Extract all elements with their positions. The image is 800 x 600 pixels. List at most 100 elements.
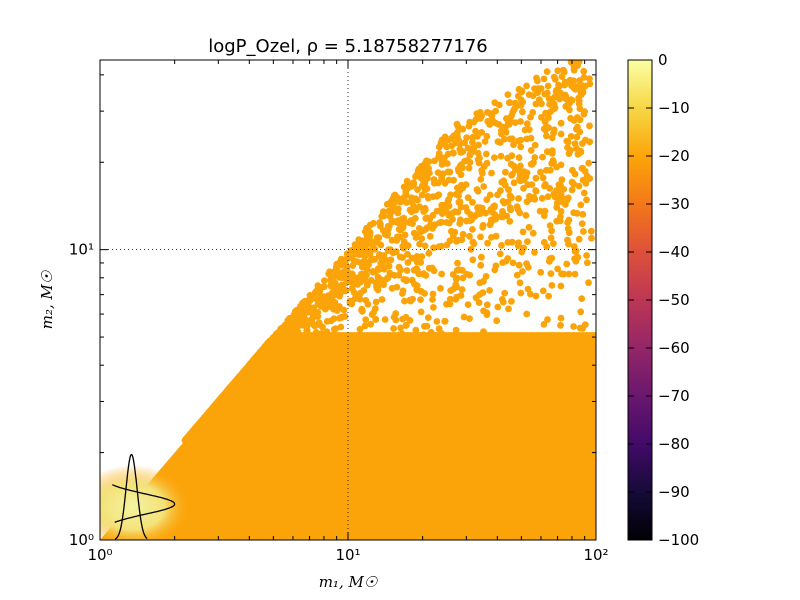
scatter-point	[487, 110, 494, 117]
scatter-point	[532, 100, 540, 108]
scatter-point	[570, 323, 577, 330]
scatter-point	[356, 325, 364, 333]
scatter-point	[412, 326, 420, 334]
x-tick-label: 10²	[583, 546, 608, 564]
scatter-point	[523, 82, 530, 90]
scatter-point	[483, 132, 491, 140]
scatter-point	[543, 68, 551, 75]
scatter-point	[549, 106, 557, 113]
scatter-point	[506, 204, 514, 212]
scatter-point	[542, 181, 549, 188]
scatter-point	[579, 210, 587, 218]
scatter-point	[419, 227, 427, 234]
scatter-point	[361, 252, 369, 260]
scatter-point	[464, 194, 472, 202]
scatter-point	[504, 255, 512, 262]
scatter-point	[479, 289, 487, 296]
scatter-point	[534, 86, 542, 94]
scatter-point	[519, 108, 526, 116]
scatter-point	[500, 135, 508, 143]
scatter-point	[360, 287, 368, 294]
scatter-point	[402, 321, 410, 329]
scatter-point	[401, 193, 409, 201]
scatter-point	[354, 280, 362, 288]
scatter-point	[505, 305, 512, 313]
scatter-point	[447, 287, 455, 294]
scatter-point	[418, 253, 426, 260]
scatter-point	[553, 187, 560, 194]
scatter-point	[519, 268, 526, 275]
scatter-point	[504, 91, 512, 98]
scatter-point	[452, 275, 460, 283]
scatter-point	[390, 325, 397, 332]
scatter-point	[555, 82, 563, 90]
scatter-point	[455, 198, 463, 206]
scatter-point	[472, 294, 480, 302]
scatter-point	[373, 234, 381, 242]
scatter-point	[568, 178, 576, 186]
scatter-point	[543, 166, 550, 174]
scatter-point	[555, 181, 563, 189]
scatter-point	[477, 261, 485, 269]
scatter-point	[499, 123, 507, 131]
scatter-point	[404, 259, 412, 266]
scatter-point	[478, 129, 486, 136]
colorbar-tick-label: −50	[658, 291, 690, 309]
scatter-point	[428, 264, 436, 272]
scatter-point	[573, 133, 581, 141]
scatter-point	[477, 114, 484, 122]
scatter-point	[257, 348, 265, 356]
scatter-point	[438, 171, 446, 178]
scatter-point	[231, 378, 239, 386]
scatter-point	[362, 316, 370, 323]
scatter-point	[458, 181, 465, 189]
scatter-point	[509, 259, 517, 267]
scatter-point	[478, 253, 485, 261]
scatter-point	[577, 201, 585, 209]
scatter-point	[531, 248, 538, 256]
scatter-point	[484, 239, 491, 247]
scatter-point	[543, 123, 550, 131]
scatter-point	[358, 263, 366, 271]
scatter-point	[336, 292, 343, 300]
scatter-point	[548, 134, 556, 142]
scatter-point	[359, 258, 367, 266]
scatter-point	[536, 207, 544, 215]
scatter-point	[586, 175, 594, 182]
scatter-point	[466, 158, 474, 166]
scatter-point	[213, 399, 221, 407]
scatter-point	[377, 241, 385, 249]
scatter-point	[570, 243, 578, 250]
scatter-point	[515, 239, 522, 247]
scatter-point	[570, 209, 578, 217]
scatter-point	[480, 183, 488, 190]
scatter-point	[538, 100, 545, 108]
scatter-point	[517, 289, 525, 297]
scatter-point	[512, 103, 519, 111]
scatter-point	[378, 257, 386, 265]
scatter-point	[475, 141, 482, 149]
scatter-point	[547, 270, 555, 277]
scatter-point	[413, 282, 421, 290]
scatter-point	[388, 202, 396, 210]
colorbar-tick-label: −80	[658, 435, 690, 453]
scatter-point	[476, 204, 484, 212]
scatter-point	[456, 187, 464, 195]
scatter-point	[303, 327, 311, 334]
scatter-point	[522, 212, 530, 219]
scatter-point	[401, 231, 409, 239]
scatter-point	[548, 282, 556, 289]
scatter-point	[518, 88, 526, 96]
scatter-point	[575, 235, 583, 243]
scatter-point	[544, 316, 551, 323]
scatter-point	[531, 154, 539, 161]
scatter-point	[508, 194, 515, 202]
scatter-point	[443, 241, 451, 249]
scatter-point	[306, 292, 314, 299]
scatter-point	[342, 287, 350, 294]
scatter-point	[317, 330, 325, 337]
scatter-point	[498, 130, 505, 138]
scatter-point	[580, 110, 588, 118]
scatter-point	[452, 281, 460, 288]
scatter-point	[198, 417, 206, 424]
